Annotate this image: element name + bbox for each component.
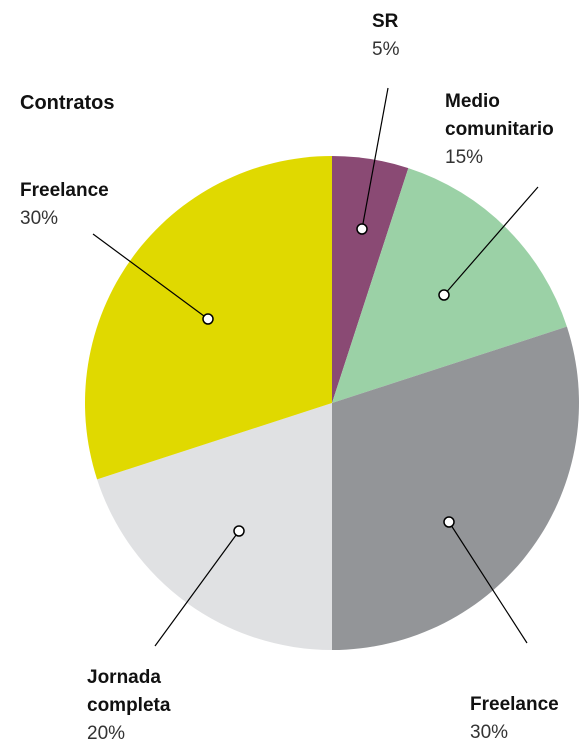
pie-slice	[332, 156, 409, 403]
value-label: 30%	[20, 208, 59, 229]
category-name: SR	[372, 11, 399, 32]
leader-dot	[443, 516, 455, 528]
leader-dot	[438, 289, 450, 301]
leader-line	[361, 87, 389, 230]
slice-label: Medio comunitario 15%	[445, 88, 582, 172]
chart-title: Contratos	[20, 92, 115, 114]
value-label: 20%	[87, 723, 126, 744]
leader-dot	[202, 313, 214, 325]
slice-label: Freelance 30%	[20, 177, 140, 233]
leader-line	[92, 233, 209, 320]
value-label: 5%	[372, 39, 400, 60]
pie-slice	[332, 326, 579, 650]
pie-slice	[97, 403, 332, 650]
slice-label: Jornada completa 20%	[87, 664, 207, 748]
category-name: Freelance	[470, 694, 559, 715]
category-name: Freelance	[20, 180, 109, 201]
category-name: Medio comunitario	[445, 91, 554, 140]
pie-slice	[332, 168, 567, 403]
leader-line	[154, 530, 240, 647]
value-label: 30%	[470, 722, 509, 743]
leader-dot	[233, 525, 245, 537]
value-label: 15%	[445, 147, 484, 168]
leader-line	[443, 186, 539, 296]
slice-label: Freelance 30%	[470, 691, 582, 747]
slice-label: SR 5%	[372, 8, 432, 64]
leader-line	[448, 521, 528, 644]
leader-dot	[356, 223, 368, 235]
category-name: Jornada completa	[87, 667, 171, 716]
